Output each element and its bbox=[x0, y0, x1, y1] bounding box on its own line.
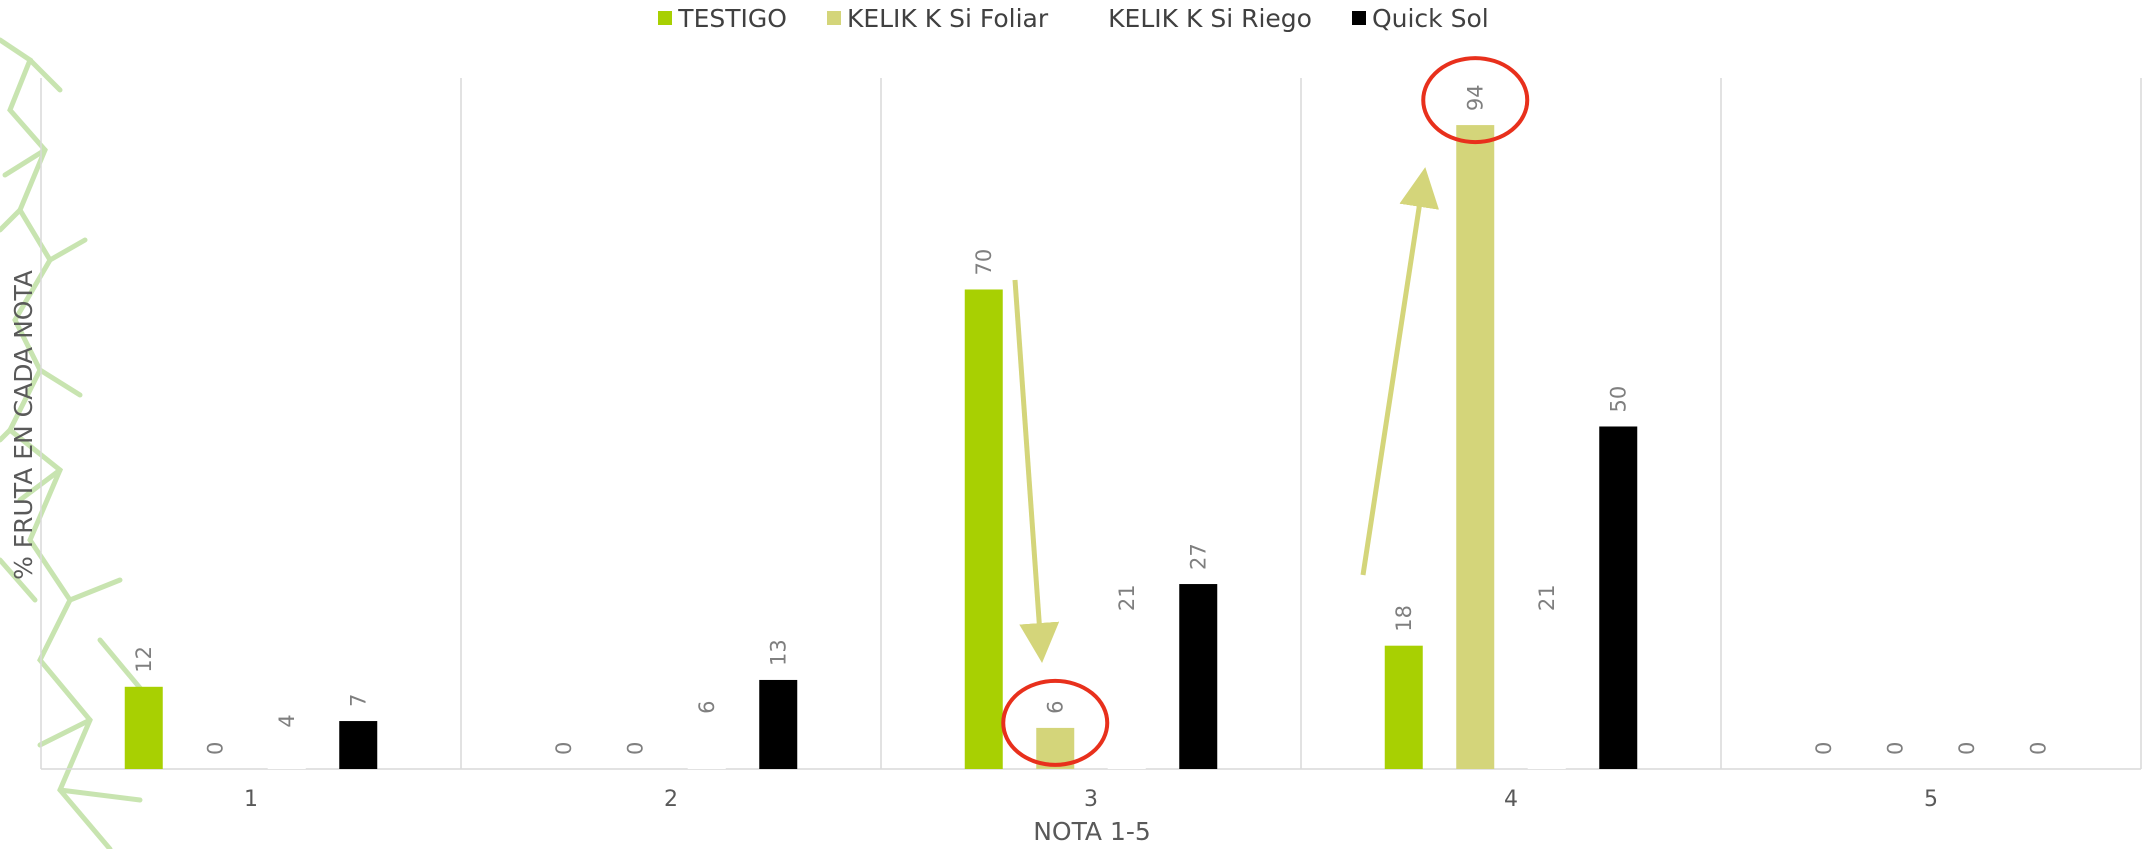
data-label: 27 bbox=[1186, 543, 1210, 570]
bar bbox=[1599, 426, 1638, 769]
data-label: 21 bbox=[1115, 584, 1139, 611]
highlight-circle bbox=[1421, 56, 1530, 145]
bar bbox=[339, 721, 378, 769]
legend-swatch bbox=[1088, 11, 1103, 25]
x-tick-label: 1 bbox=[244, 787, 258, 812]
data-label: 6 bbox=[695, 701, 719, 714]
data-label: 12 bbox=[132, 646, 156, 673]
highlight-circle bbox=[1001, 678, 1110, 767]
legend-swatch bbox=[826, 11, 841, 25]
branch-decoration bbox=[0, 37, 153, 849]
legend-swatch bbox=[1351, 11, 1366, 25]
bar bbox=[687, 727, 726, 769]
x-tick-label: 4 bbox=[1504, 787, 1518, 812]
legend-item: KELIK K Si Riego bbox=[1088, 4, 1312, 33]
data-label: 6 bbox=[1043, 701, 1067, 714]
bar bbox=[1456, 125, 1495, 770]
legend-item: TESTIGO bbox=[658, 4, 787, 33]
legend-label: Quick Sol bbox=[1371, 4, 1489, 33]
data-label: 13 bbox=[766, 639, 790, 666]
trend-arrow bbox=[1012, 279, 1060, 663]
data-label: 0 bbox=[552, 742, 576, 755]
bar bbox=[1179, 584, 1218, 769]
y-axis-title: % FRUTA EN CADA NOTA bbox=[9, 270, 38, 580]
data-label: 18 bbox=[1392, 605, 1416, 632]
legend-item: KELIK K Si Foliar bbox=[826, 4, 1049, 33]
data-label: 0 bbox=[623, 742, 647, 755]
trend-arrow bbox=[1360, 167, 1439, 576]
data-label: 94 bbox=[1463, 84, 1487, 111]
legend-swatch bbox=[658, 11, 673, 25]
legend-label: TESTIGO bbox=[678, 4, 787, 33]
legend-label: KELIK K Si Foliar bbox=[846, 4, 1049, 33]
data-label: 0 bbox=[1883, 742, 1907, 755]
x-axis-title: NOTA 1-5 bbox=[1033, 817, 1151, 846]
data-label: 0 bbox=[1955, 742, 1979, 755]
annotations bbox=[1001, 56, 1530, 767]
legend: TESTIGO KELIK K Si Foliar KELIK K Si Riego… bbox=[0, 4, 2147, 33]
bar bbox=[1384, 645, 1423, 769]
bar bbox=[759, 679, 798, 769]
bar bbox=[1107, 625, 1146, 769]
legend-label: KELIK K Si Riego bbox=[1108, 4, 1312, 33]
bar bbox=[267, 741, 306, 769]
legend-item: Quick Sol bbox=[1351, 4, 1489, 33]
data-label: 50 bbox=[1606, 386, 1630, 413]
bar bbox=[964, 289, 1003, 769]
x-tick-label: 5 bbox=[1924, 787, 1938, 812]
x-tick-label: 3 bbox=[1084, 787, 1098, 812]
bar bbox=[1527, 625, 1566, 769]
data-label: 7 bbox=[346, 694, 370, 707]
x-tick-label: 2 bbox=[664, 787, 678, 812]
data-label: 0 bbox=[2026, 742, 2050, 755]
data-label: 21 bbox=[1535, 584, 1559, 611]
x-tick-labels: 1 2 3 4 5 bbox=[244, 787, 1938, 812]
data-label: 0 bbox=[203, 742, 227, 755]
category-gridlines bbox=[40, 78, 2142, 769]
data-label: 70 bbox=[972, 249, 996, 276]
bar bbox=[124, 686, 163, 769]
data-label: 4 bbox=[275, 714, 299, 727]
data-label: 0 bbox=[1812, 742, 1836, 755]
